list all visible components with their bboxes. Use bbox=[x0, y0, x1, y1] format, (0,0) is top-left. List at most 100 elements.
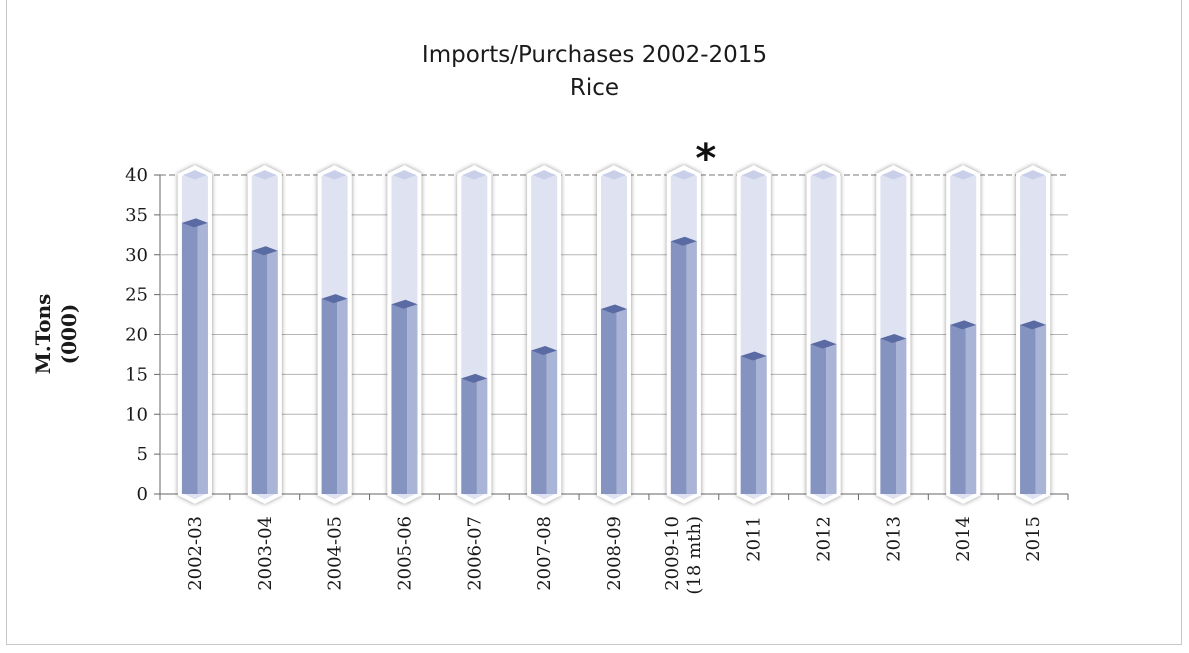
bar-group bbox=[317, 165, 352, 504]
x-tick-label: 2008-09 bbox=[604, 516, 625, 591]
bar-group bbox=[806, 165, 841, 504]
bar-cap bbox=[670, 236, 697, 246]
bar-cap bbox=[880, 333, 907, 343]
bar-cap bbox=[391, 299, 418, 309]
bar-cap bbox=[181, 218, 208, 228]
bar-track-cap bbox=[252, 170, 277, 180]
bar-cap bbox=[740, 351, 767, 361]
bar-group bbox=[457, 165, 492, 504]
bar-track-cap bbox=[881, 170, 906, 180]
x-tick-label: 2014 bbox=[953, 516, 974, 562]
bar-side bbox=[407, 304, 418, 494]
bar-track-cap bbox=[671, 170, 696, 180]
x-tick-label-line: 2008-09 bbox=[604, 516, 625, 591]
x-tick-label-line: 2006-07 bbox=[464, 516, 485, 591]
bar-group bbox=[387, 165, 422, 504]
bar bbox=[1020, 324, 1036, 494]
bar-side bbox=[546, 350, 558, 494]
bar-track-cap bbox=[392, 170, 417, 180]
bar-cap bbox=[601, 304, 627, 314]
x-tick-label-line: 2005-06 bbox=[394, 516, 415, 591]
bar-cap bbox=[1020, 320, 1047, 330]
bar-track-cap bbox=[182, 170, 207, 180]
bar-side bbox=[476, 378, 488, 494]
y-tick-label: 10 bbox=[125, 404, 148, 425]
chart-title: Imports/Purchases 2002-2015 bbox=[421, 42, 768, 68]
bar-cap bbox=[321, 294, 348, 304]
x-tick-label-line: 2013 bbox=[883, 516, 904, 562]
bar-side bbox=[267, 250, 278, 494]
x-tick-label: 2004-05 bbox=[325, 516, 346, 591]
bar-track-cap bbox=[462, 170, 487, 180]
bar bbox=[670, 241, 687, 494]
bar bbox=[321, 298, 338, 494]
bar bbox=[181, 222, 198, 494]
bar bbox=[251, 250, 268, 494]
bar bbox=[601, 308, 617, 494]
bar bbox=[531, 350, 547, 494]
bar-cap bbox=[251, 246, 278, 256]
bar-side bbox=[756, 356, 767, 494]
y-tick-label: 20 bbox=[125, 325, 148, 346]
bar-side bbox=[826, 344, 837, 494]
bar bbox=[810, 344, 827, 494]
bar bbox=[880, 338, 896, 494]
x-tick-label-line: 2007-08 bbox=[534, 516, 555, 591]
bar-group bbox=[597, 165, 631, 504]
bar bbox=[391, 304, 408, 494]
bar-side bbox=[686, 241, 697, 494]
bar-track-cap bbox=[741, 170, 766, 180]
x-tick-label-line: 2014 bbox=[953, 516, 974, 562]
bar-side bbox=[197, 222, 208, 494]
bar-cap bbox=[531, 345, 558, 355]
chart-subtitle: Rice bbox=[569, 75, 620, 101]
x-tick-label: 2013 bbox=[883, 516, 904, 562]
x-tick-label: 2007-08 bbox=[534, 516, 555, 591]
bar-cap bbox=[810, 339, 837, 349]
bar-track-cap bbox=[532, 170, 557, 180]
x-tick-label-line: 2003-04 bbox=[255, 516, 276, 591]
bar-group bbox=[177, 165, 212, 504]
bar-group bbox=[1016, 165, 1051, 504]
x-tick-label-line: 2011 bbox=[744, 516, 765, 562]
annotation-asterisk: * bbox=[695, 136, 716, 182]
bar-group bbox=[736, 165, 771, 504]
bar-side bbox=[616, 308, 627, 494]
bar-track-cap bbox=[322, 170, 347, 180]
x-tick-label: 2015 bbox=[1023, 516, 1044, 562]
bar bbox=[461, 378, 477, 494]
y-tick-label: 5 bbox=[137, 444, 148, 465]
x-tick-label: 2005-06 bbox=[394, 516, 415, 591]
x-tick-label-line: 2004-05 bbox=[325, 516, 346, 591]
bar-group bbox=[666, 165, 701, 504]
bar-side bbox=[895, 338, 907, 494]
x-tick-label-line: 2002-03 bbox=[185, 516, 206, 591]
x-tick-label-line: 2015 bbox=[1023, 516, 1044, 562]
bar-side bbox=[965, 324, 977, 494]
bar-group bbox=[946, 165, 981, 504]
y-axis-title-line: M.Tons bbox=[31, 294, 55, 375]
x-tick-label: 2002-03 bbox=[185, 516, 206, 591]
x-tick-label: 2003-04 bbox=[255, 516, 276, 591]
bar-track-cap bbox=[602, 170, 626, 180]
bar bbox=[740, 356, 757, 494]
y-axis-title: M.Tons (000) bbox=[31, 294, 81, 375]
bar-track-cap bbox=[951, 170, 976, 180]
x-tick-label-line: 2009-10 bbox=[662, 516, 683, 591]
bar-cap bbox=[950, 320, 977, 330]
bar-track-cap bbox=[1021, 170, 1046, 180]
bar-side bbox=[337, 298, 348, 494]
bar-group bbox=[876, 165, 911, 504]
y-tick-label: 15 bbox=[125, 364, 148, 385]
y-axis-title-line: (000) bbox=[57, 304, 81, 365]
bar-cap bbox=[461, 373, 488, 383]
bar-side bbox=[1035, 324, 1047, 494]
bar-group bbox=[527, 165, 562, 504]
y-tick-label: 40 bbox=[125, 165, 148, 186]
bar-group bbox=[247, 165, 282, 504]
y-tick-label: 25 bbox=[125, 285, 148, 306]
x-tick-label: 2009-10(18 mth) bbox=[662, 516, 705, 595]
x-tick-label: 2011 bbox=[744, 516, 765, 562]
bar bbox=[950, 324, 966, 494]
